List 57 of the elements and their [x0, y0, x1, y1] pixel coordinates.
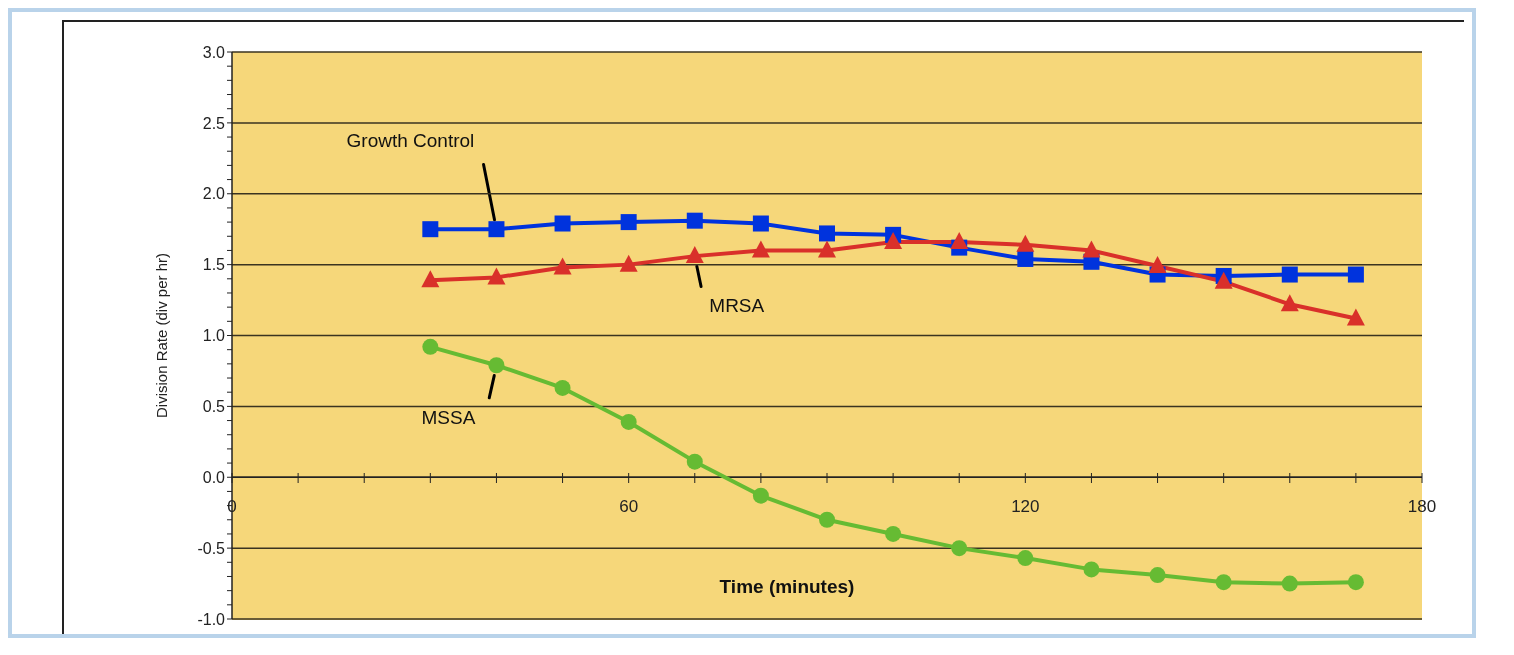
point [819, 511, 835, 528]
x-axis-title: Time (minutes) [719, 575, 855, 597]
point [1017, 550, 1034, 567]
y-tick-label: -1.0 [197, 610, 226, 628]
y-tick-label: 3.0 [202, 43, 226, 61]
y-tick-label: 0.5 [202, 398, 226, 416]
point [686, 453, 703, 470]
point [1214, 271, 1233, 289]
point [818, 240, 836, 258]
point [1148, 256, 1167, 274]
point [1082, 240, 1101, 258]
y-tick-label: 2.0 [202, 185, 226, 203]
point [1347, 574, 1364, 591]
y-tick-label: 1.5 [202, 256, 226, 274]
point [488, 221, 505, 238]
x-tick-label: 120 [1011, 497, 1040, 516]
point [554, 215, 571, 232]
point [620, 413, 637, 430]
point [1083, 561, 1100, 578]
point [885, 525, 902, 542]
point [1215, 574, 1232, 591]
point [1149, 567, 1166, 584]
point [1280, 294, 1299, 312]
point [554, 379, 571, 396]
point [752, 487, 769, 504]
point [951, 540, 968, 557]
y-tick-label: 2.5 [202, 114, 226, 132]
point [950, 231, 969, 249]
point [751, 240, 770, 258]
point [1016, 234, 1035, 252]
series-label: MRSA [709, 295, 765, 317]
point [686, 212, 703, 229]
point [752, 215, 769, 232]
point [819, 225, 835, 242]
x-tick-label: 60 [619, 497, 639, 516]
y-tick-label: 0.0 [202, 468, 226, 486]
point [619, 254, 638, 272]
y-tick-label: 1.0 [202, 327, 226, 345]
x-tick-label: 0 [227, 497, 237, 516]
point [553, 257, 572, 275]
text: MSSA [421, 406, 476, 428]
point [1281, 575, 1298, 592]
point [488, 357, 505, 374]
point [620, 214, 637, 231]
point [1346, 308, 1365, 326]
point [685, 246, 704, 264]
point [1281, 266, 1298, 283]
point [1017, 250, 1034, 267]
text: Growth Control [346, 129, 475, 151]
point [1347, 266, 1364, 283]
point [421, 270, 440, 288]
y-tick-label: -0.5 [197, 539, 226, 557]
y-axis-title: Division Rate (div per hr) [153, 252, 171, 419]
point [487, 267, 506, 285]
point [422, 338, 439, 355]
point [884, 231, 903, 249]
point [422, 221, 439, 238]
